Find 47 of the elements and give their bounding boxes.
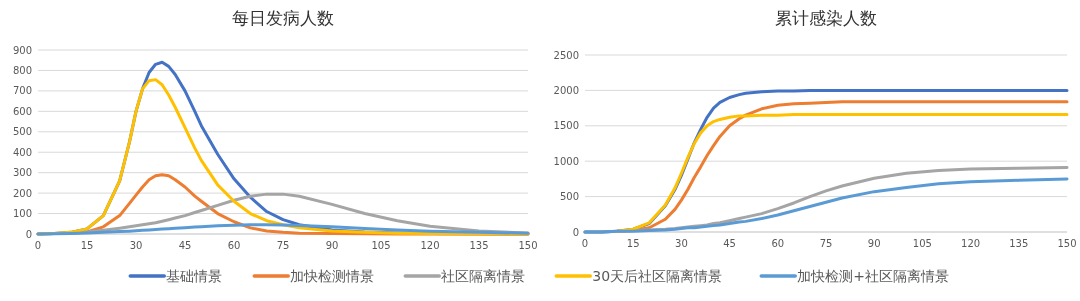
- y-tick-label: 500: [559, 191, 579, 203]
- y-tick-label: 2000: [553, 84, 579, 96]
- y-tick-label: 400: [12, 146, 32, 158]
- y-tick-label: 600: [12, 105, 32, 117]
- legend-label: 基础情景: [166, 268, 223, 284]
- x-tick-label: 120: [420, 240, 440, 251]
- x-tick-label: 0: [34, 240, 42, 251]
- x-tick-label: 120: [961, 238, 981, 249]
- y-tick-label: 2500: [553, 49, 579, 61]
- legend-label: 社区隔离情景: [441, 268, 526, 284]
- x-tick-label: 45: [178, 240, 192, 251]
- legend-label: 加快检测情景: [290, 268, 375, 284]
- x-tick-label: 60: [771, 238, 785, 249]
- y-tick-label: 100: [12, 208, 32, 220]
- x-tick-label: 150: [1057, 238, 1077, 249]
- x-tick-label: 75: [276, 240, 290, 251]
- y-tick-label: 800: [12, 64, 32, 76]
- x-tick-label: 45: [723, 238, 736, 249]
- y-tick-label: 700: [12, 85, 32, 97]
- x-tick-label: 30: [675, 238, 688, 249]
- y-tick-label: 500: [12, 126, 32, 138]
- x-tick-label: 90: [867, 238, 881, 249]
- y-tick-label: 300: [12, 167, 32, 179]
- x-tick-label: 135: [1009, 238, 1029, 249]
- y-tick-label: 1500: [553, 120, 579, 132]
- x-tick-label: 0: [581, 238, 589, 249]
- y-tick-label: 200: [12, 187, 32, 199]
- x-tick-label: 105: [912, 238, 932, 249]
- x-tick-label: 75: [819, 238, 833, 249]
- chart-title: 每日发病人数: [232, 8, 334, 28]
- x-tick-label: 15: [626, 238, 640, 249]
- x-tick-label: 15: [80, 240, 94, 251]
- y-tick-label: 900: [12, 44, 32, 56]
- x-tick-label: 105: [371, 240, 391, 251]
- legend-label: 30天后社区隔离情景: [592, 268, 723, 284]
- legend-label: 加快检测+社区隔离情景: [797, 268, 949, 284]
- y-tick-label: 0: [572, 226, 579, 238]
- y-tick-label: 1000: [553, 155, 579, 167]
- y-tick-label: 0: [25, 228, 32, 240]
- x-tick-label: 30: [129, 240, 143, 251]
- x-tick-label: 90: [325, 240, 339, 251]
- line-series: [36, 223, 530, 236]
- x-tick-label: 135: [469, 240, 489, 251]
- x-tick-label: 60: [227, 240, 241, 251]
- line-series: [583, 177, 1069, 234]
- x-tick-label: 150: [518, 240, 538, 251]
- chart-title: 累计感染人数: [775, 8, 877, 28]
